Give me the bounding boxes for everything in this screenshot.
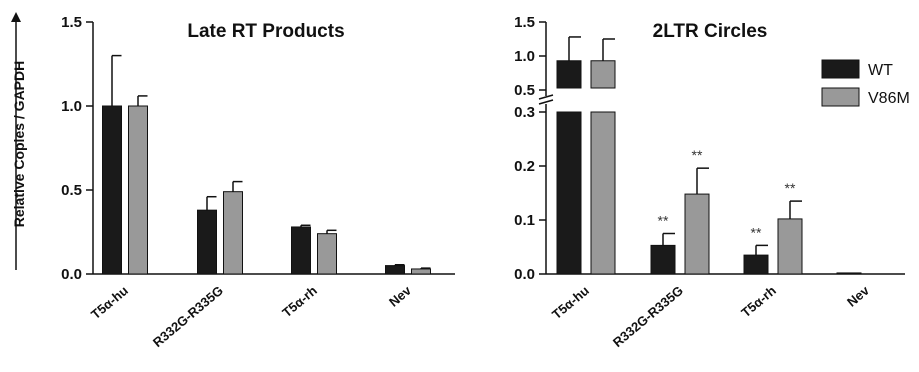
legend-label-v86m: V86M (868, 90, 910, 107)
right-bar-wt (743, 254, 769, 275)
right-chart-title: 2LTR Circles (653, 21, 768, 42)
left-category-label: R332G-R335G (150, 283, 226, 350)
right-y-tick-label: 0.3 (514, 104, 535, 121)
left-y-tick-label: 0.5 (61, 182, 82, 199)
legend-label-wt: WT (868, 62, 893, 79)
left-category-label: Nev (386, 282, 415, 309)
left-bar-v86m (223, 191, 243, 275)
right-bar-v86m (777, 218, 803, 275)
axis-break-mark-lower (538, 99, 554, 105)
right-category-label: R332G-R335G (610, 283, 686, 350)
right-y-tick-label: 0.2 (514, 158, 535, 175)
right-bar-v86m (684, 193, 710, 275)
left-bars (102, 54, 431, 275)
significance-marker: ** (751, 224, 762, 240)
right-category-labels: T5α-hu R332G-R335G T5α-rh Nev (549, 282, 872, 350)
left-bar-wt (197, 209, 217, 275)
left-category-labels: T5α-hu R332G-R335G T5α-rh Nev (88, 282, 414, 350)
significance-marker: ** (785, 180, 796, 196)
right-bar-wt (836, 272, 862, 275)
left-panel: Late RT Products 0.0 0.5 1.0 1.5 T5α-hu R332… (61, 14, 455, 350)
y-axis-label: Relative Copies / GAPDH (11, 61, 27, 228)
left-y-ticks: 0.0 0.5 1.0 1.5 (61, 14, 93, 283)
right-bar-v86m-upper (590, 60, 616, 89)
right-panel: 2LTR Circles 0.00.10.20.30.51.01.5 *****… (514, 14, 910, 350)
right-category-label: T5α-rh (738, 283, 779, 321)
right-y-ticks: 0.0 0.1 0.2 0.3 0.5 1.0 1.5 (514, 14, 546, 283)
legend-swatch-wt (821, 59, 860, 79)
y-label-arrowhead (11, 12, 21, 22)
right-bar-wt-upper (556, 60, 582, 89)
right-bars: ** ** ** ** (556, 36, 862, 275)
right-y-tick-label: 1.0 (514, 48, 535, 65)
significance-marker: ** (692, 147, 703, 163)
left-y-tick-label: 1.0 (61, 98, 82, 115)
right-y-tick-label: 1.5 (514, 14, 535, 31)
right-bar-wt (650, 244, 676, 275)
left-bar-v86m (411, 268, 431, 275)
left-chart-title: Late RT Products (187, 21, 344, 42)
left-y-tick-label: 1.5 (61, 14, 82, 31)
right-y-tick-label: 0.1 (514, 212, 535, 229)
right-bar-wt-lower (556, 111, 582, 275)
right-y-tick-label: 0.5 (514, 82, 535, 99)
left-category-label: T5α-rh (279, 283, 320, 321)
left-bar-v86m (128, 105, 148, 275)
left-bar-wt (385, 265, 405, 275)
left-y-tick-label: 0.0 (61, 266, 82, 283)
right-y-tick-label: 0.0 (514, 266, 535, 283)
legend: WT V86M (821, 59, 910, 107)
left-bar-v86m (317, 233, 337, 275)
right-bar-v86m-lower (590, 111, 616, 275)
axis-break-mark-upper (538, 94, 554, 100)
left-bar-wt (102, 105, 122, 275)
right-category-label: T5α-hu (549, 283, 592, 322)
left-bar-wt (291, 226, 311, 275)
left-category-label: T5α-hu (88, 283, 131, 322)
right-category-label: Nev (844, 282, 873, 309)
legend-swatch-v86m (821, 87, 860, 107)
significance-marker: ** (658, 213, 669, 229)
